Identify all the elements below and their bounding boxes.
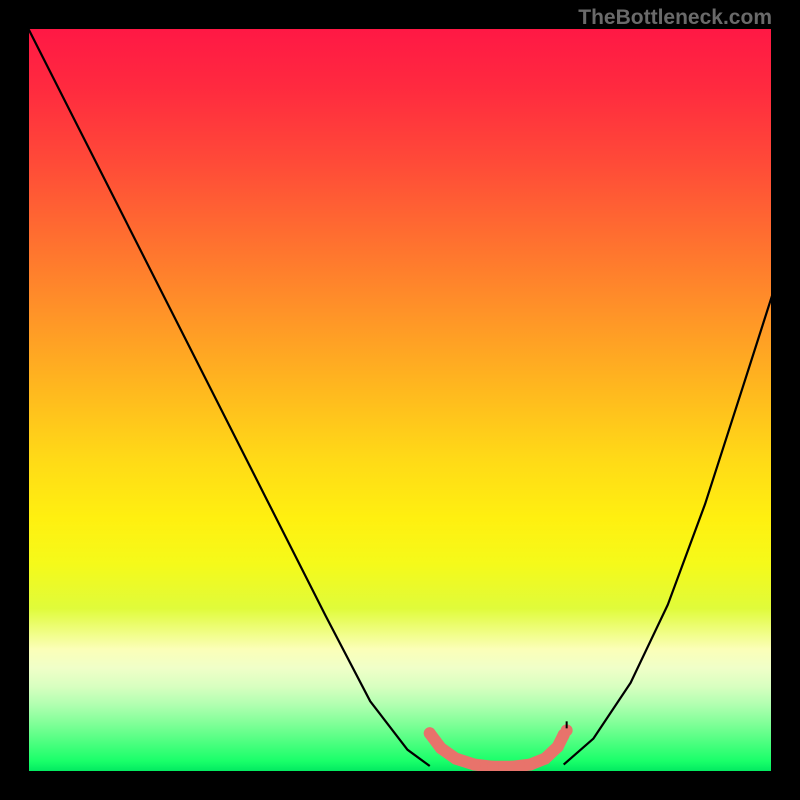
floor-marker-dot [487, 761, 499, 773]
curve-right-segment [564, 296, 772, 765]
watermark-label: TheBottleneck.com [578, 6, 772, 30]
chart-container: TheBottleneck.com [0, 0, 800, 800]
curve-left-segment [28, 28, 430, 766]
floor-marker-dot [552, 741, 564, 753]
floor-marker-dot [450, 753, 462, 765]
floor-marker-dot [468, 759, 480, 771]
chart-svg [0, 0, 800, 800]
floor-marker-dot [424, 727, 436, 739]
floor-marker-dot [539, 753, 551, 765]
floor-marker-dot [435, 742, 447, 754]
floor-marker-dot [524, 759, 536, 771]
floor-marker-dot [506, 761, 518, 773]
plot-frame [28, 28, 772, 772]
